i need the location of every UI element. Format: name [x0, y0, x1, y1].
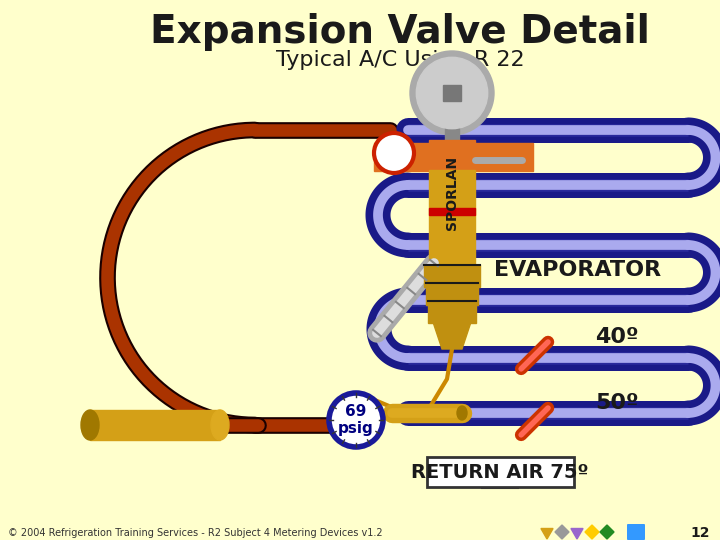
Bar	[475, 143, 533, 171]
Ellipse shape	[81, 410, 99, 440]
FancyBboxPatch shape	[427, 457, 574, 487]
Circle shape	[374, 133, 414, 173]
Text: © 2004 Refrigeration Training Services - R2 Subject 4 Metering Devices v1.2: © 2004 Refrigeration Training Services -…	[8, 528, 382, 538]
Text: 12: 12	[690, 526, 710, 540]
FancyBboxPatch shape	[627, 524, 645, 540]
Bar	[429, 170, 475, 265]
Text: 69
psig: 69 psig	[338, 404, 374, 436]
Text: Expansion Valve Detail: Expansion Valve Detail	[150, 13, 650, 51]
Bar	[443, 85, 461, 101]
Polygon shape	[432, 319, 472, 349]
Bar	[429, 208, 475, 215]
Bar	[426, 283, 478, 305]
Circle shape	[416, 57, 487, 129]
Bar	[445, 127, 459, 152]
Text: SPORLAN: SPORLAN	[445, 156, 459, 230]
Circle shape	[329, 393, 383, 447]
Bar	[428, 301, 476, 323]
Text: 40º: 40º	[595, 327, 639, 347]
Text: EVAPORATOR: EVAPORATOR	[495, 260, 662, 280]
Text: RETURN AIR 75º: RETURN AIR 75º	[411, 462, 589, 482]
Ellipse shape	[211, 410, 229, 440]
Polygon shape	[465, 458, 535, 488]
Bar	[429, 140, 475, 170]
Bar	[424, 265, 480, 287]
Ellipse shape	[457, 406, 467, 420]
Bar	[90, 410, 220, 440]
Bar	[374, 143, 429, 171]
Circle shape	[410, 51, 494, 135]
Text: Typical A/C Using R 22: Typical A/C Using R 22	[276, 50, 524, 70]
Text: 50º: 50º	[595, 393, 639, 413]
